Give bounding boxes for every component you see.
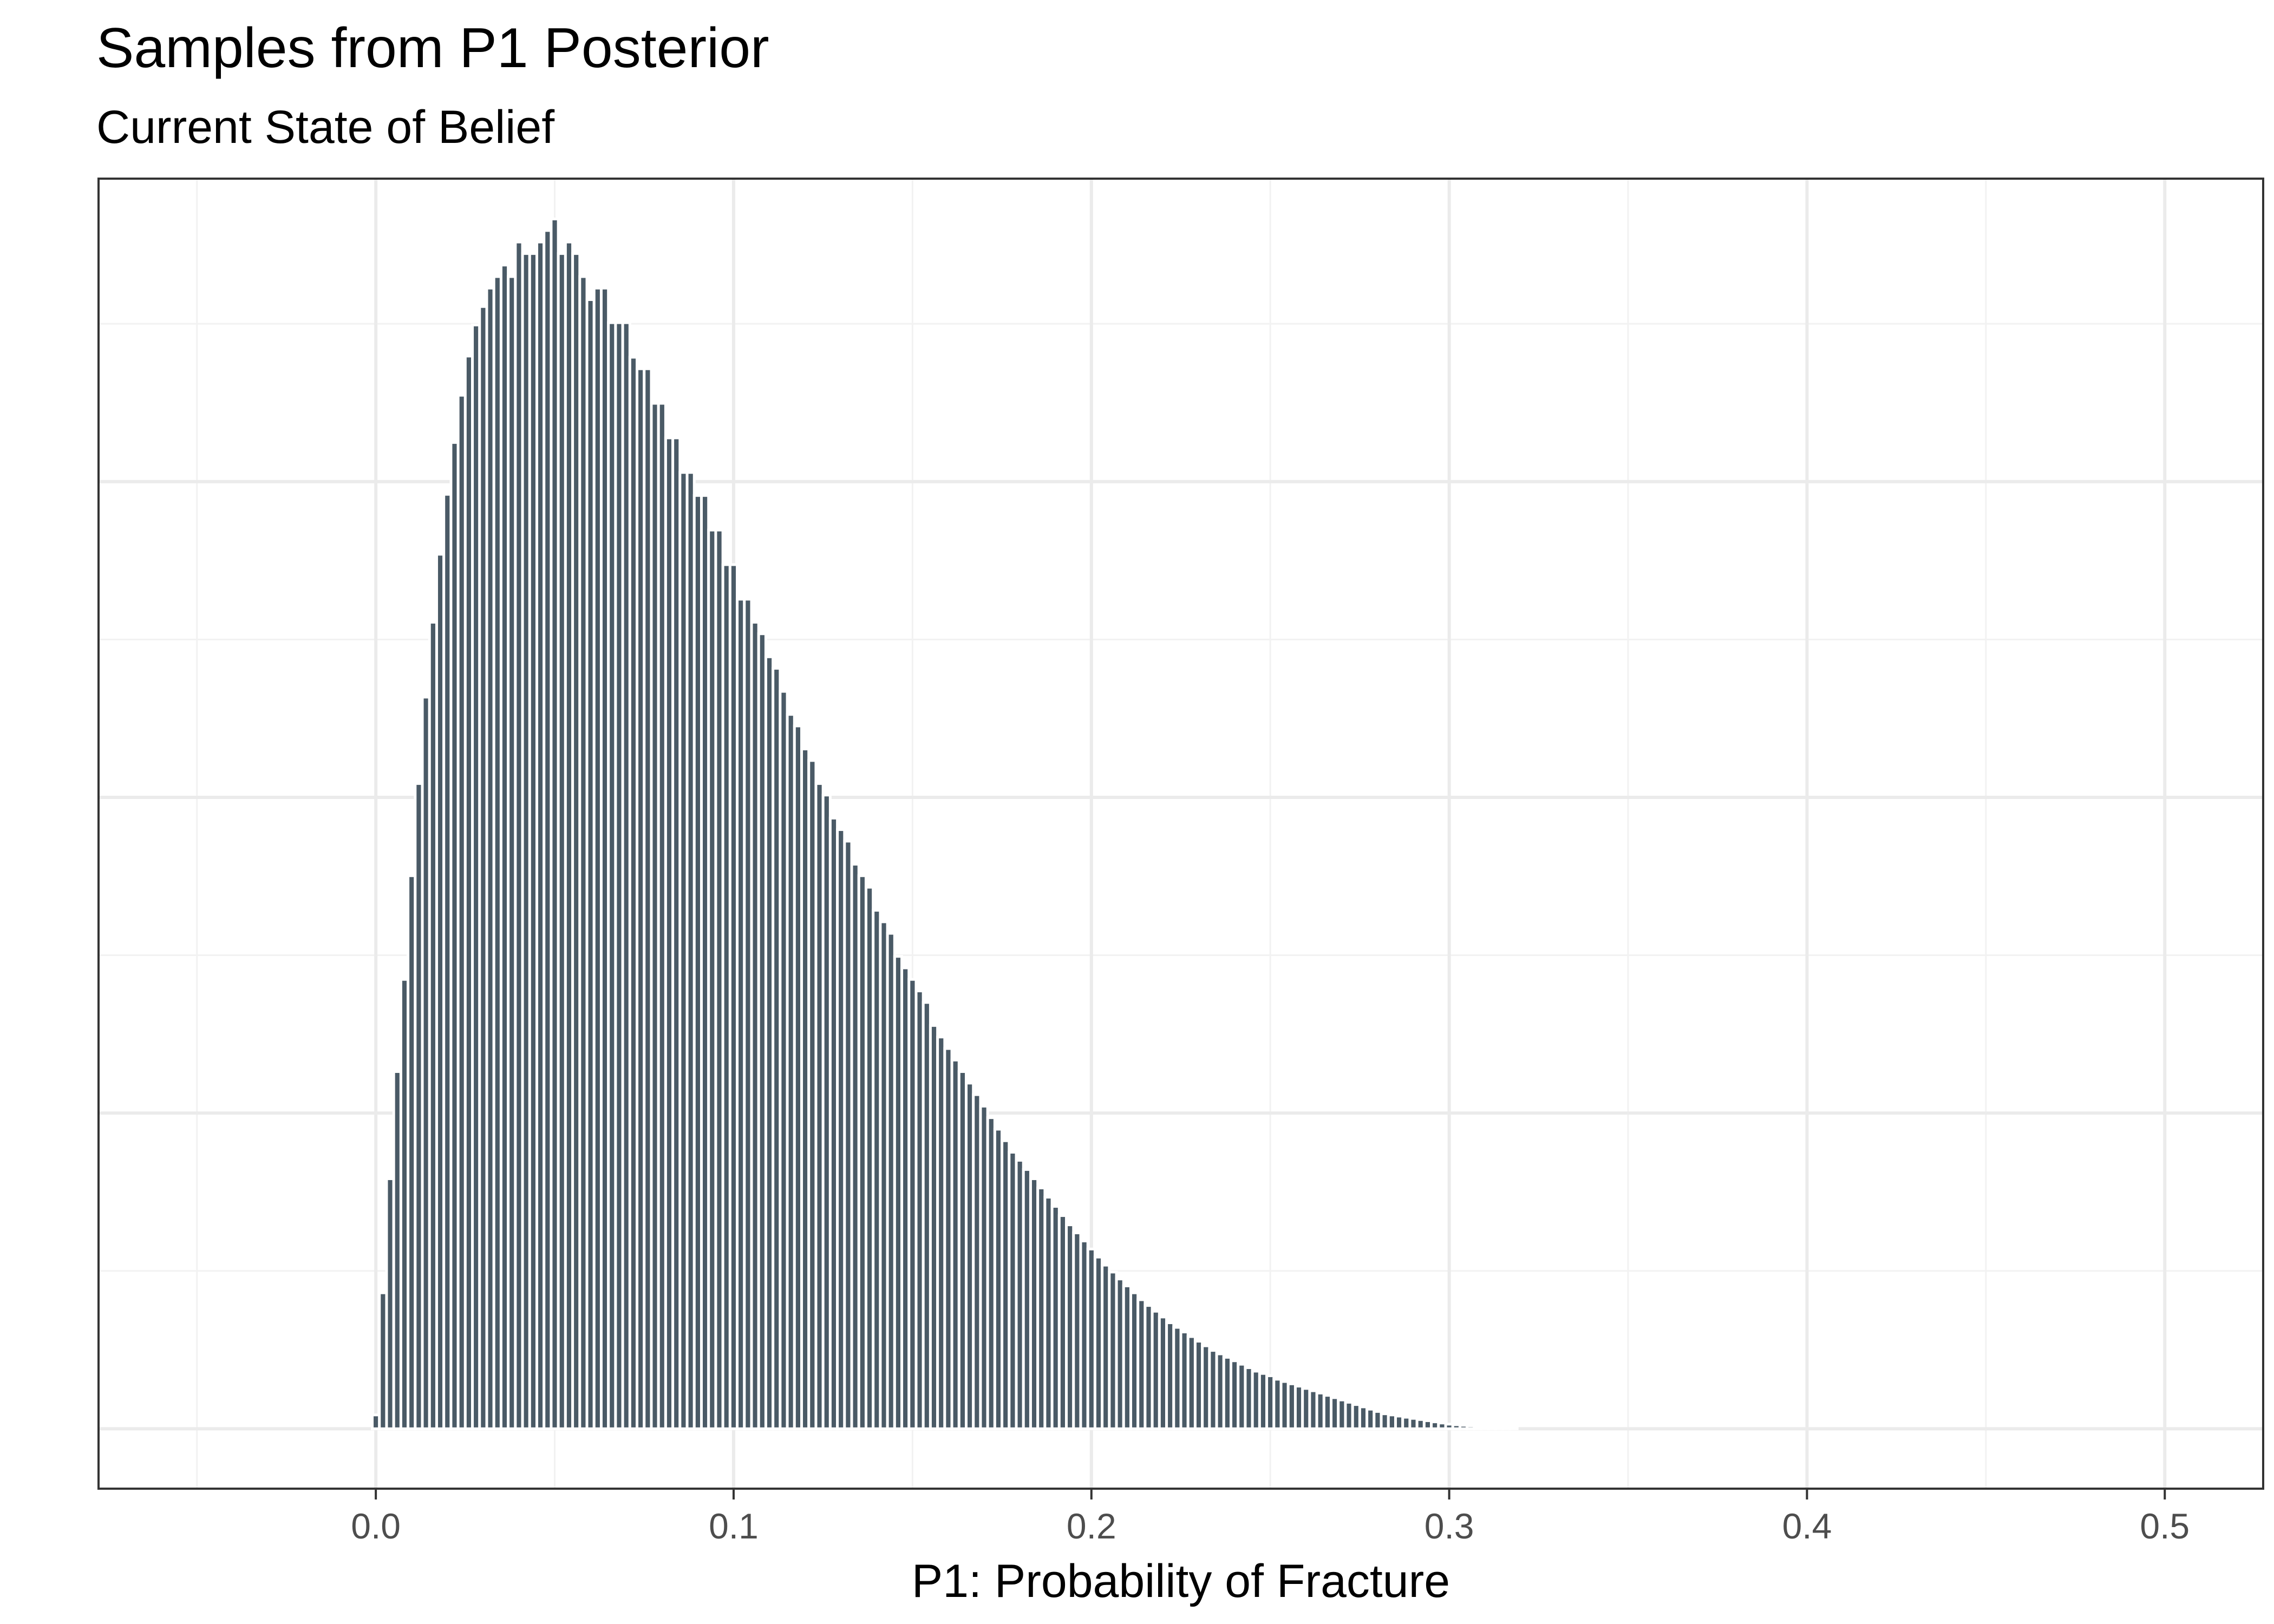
x-tick-label: 0.0 [351,1506,401,1546]
x-axis-title: P1: Probability of Fracture [912,1555,1450,1607]
histogram-bar [1508,1426,1519,1430]
chart-subtitle: Current State of Belief [96,101,555,153]
x-axis-tick-labels: 0.0 0.1 0.2 0.3 0.4 0.5 [351,1506,2190,1546]
x-tick-label: 0.3 [1424,1506,1474,1546]
x-tick-label: 0.1 [709,1506,759,1546]
chart-title: Samples from P1 Posterior [96,17,769,80]
histogram-bars [371,217,1519,1430]
x-axis-ticks [375,1489,2166,1499]
x-tick-label: 0.4 [1782,1506,1832,1546]
x-tick-label: 0.2 [1067,1506,1116,1546]
plot-panel-border [97,178,2264,1490]
x-tick-label: 0.5 [2140,1506,2190,1546]
